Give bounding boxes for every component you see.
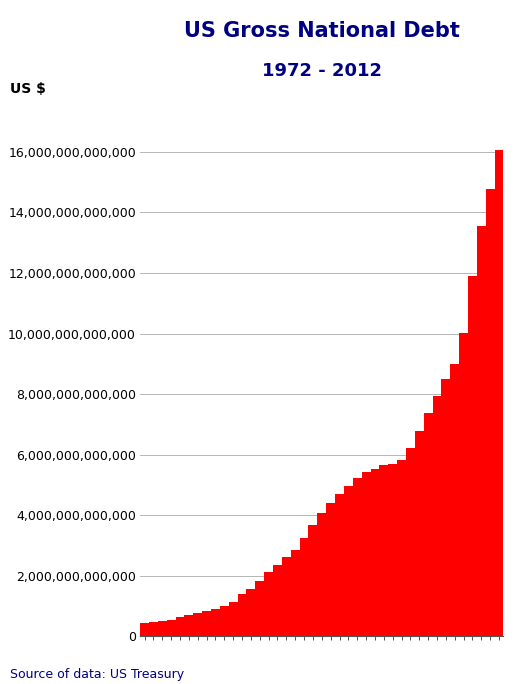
- Bar: [273, 565, 282, 636]
- Text: US Gross National Debt: US Gross National Debt: [184, 21, 460, 40]
- Bar: [264, 572, 273, 636]
- Bar: [477, 226, 486, 636]
- Bar: [282, 557, 291, 636]
- Bar: [362, 473, 371, 636]
- Bar: [450, 363, 459, 636]
- Bar: [140, 623, 149, 636]
- Bar: [158, 622, 167, 636]
- Bar: [149, 622, 158, 636]
- Bar: [247, 588, 255, 636]
- Bar: [424, 413, 432, 636]
- Text: US $: US $: [10, 82, 46, 96]
- Bar: [211, 609, 220, 636]
- Bar: [255, 581, 264, 636]
- Bar: [441, 379, 450, 636]
- Bar: [238, 594, 247, 636]
- Bar: [353, 478, 362, 636]
- Bar: [432, 396, 441, 636]
- Bar: [415, 431, 424, 636]
- Bar: [291, 550, 299, 636]
- Bar: [175, 617, 184, 636]
- Bar: [335, 494, 344, 636]
- Bar: [193, 613, 202, 636]
- Bar: [379, 465, 388, 636]
- Bar: [397, 460, 406, 636]
- Bar: [220, 606, 229, 636]
- Bar: [229, 601, 238, 636]
- Bar: [167, 620, 175, 636]
- Bar: [468, 276, 477, 636]
- Bar: [184, 615, 193, 636]
- Bar: [299, 538, 308, 636]
- Bar: [317, 513, 326, 636]
- Bar: [459, 332, 468, 636]
- Bar: [406, 447, 415, 636]
- Bar: [388, 464, 397, 636]
- Bar: [344, 486, 353, 636]
- Bar: [495, 150, 503, 636]
- Bar: [326, 503, 335, 636]
- Bar: [202, 611, 211, 636]
- Text: 1972 - 2012: 1972 - 2012: [262, 62, 382, 79]
- Text: Source of data: US Treasury: Source of data: US Treasury: [10, 668, 185, 681]
- Bar: [371, 469, 379, 636]
- Bar: [308, 525, 317, 636]
- Bar: [486, 189, 495, 636]
